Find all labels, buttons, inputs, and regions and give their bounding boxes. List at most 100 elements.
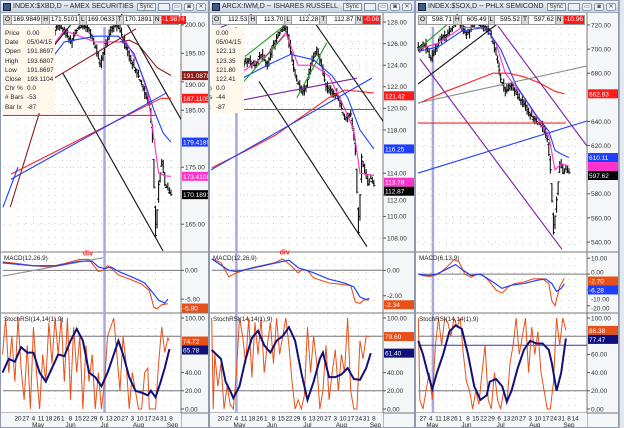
stoch-marker-text: 77.47 — [589, 337, 606, 344]
window-title-bar[interactable]: INDEX:$SOX,D -- PHLX SEMICOND Sync ▭ ◙ ✕ — [416, 1, 618, 13]
x-tick-label: 29 — [293, 416, 301, 423]
minimize-icon[interactable]: ▭ — [172, 2, 182, 11]
vertical-scrollbar[interactable] — [619, 0, 624, 428]
trendline[interactable] — [10, 97, 162, 175]
ohlc-bar — [360, 153, 364, 183]
link-button[interactable] — [364, 2, 376, 11]
x-month-label: Sep — [370, 422, 382, 427]
ohlc-bar — [567, 168, 571, 174]
stoch-tick-label: 20.00 — [185, 388, 202, 395]
ohlc-bar — [169, 189, 173, 196]
trendline[interactable] — [308, 14, 383, 122]
ohlc-bar — [157, 181, 161, 203]
ohlc-header: O 112.53 H 113.70 L 112.28 T 112.87 N -0.06 — [212, 15, 381, 25]
price-pane — [417, 14, 587, 250]
window-title-bar[interactable]: INDEX:$XBD,D -- AMEX SECURITIES Sync ▭ ◙ ✕ — [1, 1, 208, 13]
x-tick-label: 15 — [472, 416, 480, 423]
price-tick-label: 108.00 — [387, 235, 407, 242]
data-window-row: Open 191.8697 — [5, 47, 54, 56]
macd-marker-text: -2.70 — [589, 279, 604, 286]
trendline[interactable] — [417, 120, 587, 174]
ohlc-header: O 598.71 H 605.49 L 595.52 T 597.62 N -10.96 — [418, 15, 585, 25]
trendline[interactable] — [210, 77, 373, 171]
x-tick-label: 14 — [572, 416, 580, 423]
trendline[interactable] — [52, 28, 137, 80]
ohlc-bar — [278, 31, 282, 36]
sync-button[interactable]: Sync — [342, 2, 362, 11]
chart-canvas[interactable]: 720.00700.00680.00662.93640.00620.00610.… — [416, 1, 618, 427]
restore-icon[interactable]: ◙ — [390, 2, 400, 11]
ohlc-bar — [464, 31, 468, 39]
window-title-bar[interactable]: ARCX:IWM,D -- ISHARES RUSSELL Sync ▭ ◙ ✕ — [210, 1, 414, 13]
close-icon[interactable]: ✕ — [606, 2, 616, 11]
ohlc-bar — [355, 168, 359, 194]
x-tick-label: 20 — [217, 416, 225, 423]
link-button[interactable] — [568, 2, 580, 11]
data-window-value: 121.80 — [216, 66, 236, 74]
price-marker-text: 179.4189 — [183, 140, 208, 147]
data-window-value: 05/04/15 — [216, 39, 241, 47]
trendline[interactable] — [417, 65, 587, 104]
ohlc-bar — [154, 205, 158, 238]
minimize-icon[interactable]: ▭ — [582, 2, 592, 11]
chart-app-icon — [418, 2, 426, 11]
sync-button[interactable]: Sync — [546, 2, 566, 11]
restore-icon[interactable]: ◙ — [184, 2, 194, 11]
price-marker-text: 113.78 — [385, 180, 405, 187]
x-month-label: Jun — [65, 422, 76, 427]
data-window-row: Open122.13 — [210, 47, 242, 56]
x-tick-label: 31 — [363, 416, 371, 423]
x-tick-label: 31 — [558, 416, 566, 423]
price-marker: 173.4108 — [182, 171, 208, 181]
x-tick-label: 18 — [248, 416, 256, 423]
data-window-label: High — [5, 57, 19, 65]
stoch-tick-label: 0.00 — [387, 406, 400, 413]
stochrsi-k-line — [417, 316, 567, 410]
price-tick-label: 680.00 — [591, 71, 611, 78]
ohlc-bar — [341, 111, 345, 116]
chart-canvas[interactable]: 128.00126.00124.00122.00121.42120.00118.… — [210, 1, 414, 427]
price-marker: 170.1891 — [182, 190, 208, 200]
ohlc-key-O: O — [4, 16, 13, 24]
stoch-marker-text: 86.38 — [589, 328, 606, 335]
price-tick-label: 185.00 — [185, 108, 205, 115]
x-tick-label: 3 — [528, 416, 532, 423]
sync-button[interactable]: Sync — [136, 2, 156, 11]
price-tick-label: 640.00 — [591, 119, 611, 126]
ohlc-value-L: 112.28 — [292, 16, 321, 24]
trendline[interactable] — [2, 167, 19, 208]
data-window-label: Bar Ix — [5, 103, 22, 111]
ohlc-bar — [556, 181, 560, 196]
ohlc-value-L: 169.0633 — [87, 16, 117, 24]
link-button[interactable] — [158, 2, 170, 11]
trendline[interactable] — [10, 92, 167, 180]
divergence-annotation: div — [280, 249, 290, 256]
x-tick-label: 22 — [286, 416, 294, 423]
trendline[interactable] — [244, 18, 294, 57]
x-tick-label: 4 — [429, 416, 433, 423]
x-tick-label: 29 — [488, 416, 496, 423]
macd-pane — [2, 257, 181, 310]
trendline[interactable] — [417, 22, 450, 50]
data-window-value: 0.0 — [216, 85, 225, 93]
x-tick-label: 31 — [160, 416, 168, 423]
x-tick-label: 24 — [355, 416, 363, 423]
minimize-icon[interactable]: ▭ — [378, 2, 388, 11]
stochrsi-d-line — [417, 324, 567, 405]
data-window-label: Bar Ix — [210, 103, 216, 112]
ohlc-bar — [132, 58, 136, 69]
close-icon[interactable]: ✕ — [196, 2, 206, 11]
chart-app-icon — [3, 2, 11, 11]
ohlc-key-T: T — [116, 16, 124, 24]
trendline[interactable] — [419, 58, 563, 250]
close-icon[interactable]: ✕ — [402, 2, 412, 11]
data-window-value: 0.0 — [27, 85, 36, 93]
x-tick-label: 27 — [324, 416, 332, 423]
price-tick-label: 128.00 — [387, 19, 407, 26]
trendline[interactable] — [120, 13, 181, 120]
stoch-marker-text: 74.72 — [183, 339, 200, 346]
restore-icon[interactable]: ◙ — [594, 2, 604, 11]
trendline[interactable] — [62, 72, 164, 251]
data-window-value: -53 — [27, 94, 37, 102]
